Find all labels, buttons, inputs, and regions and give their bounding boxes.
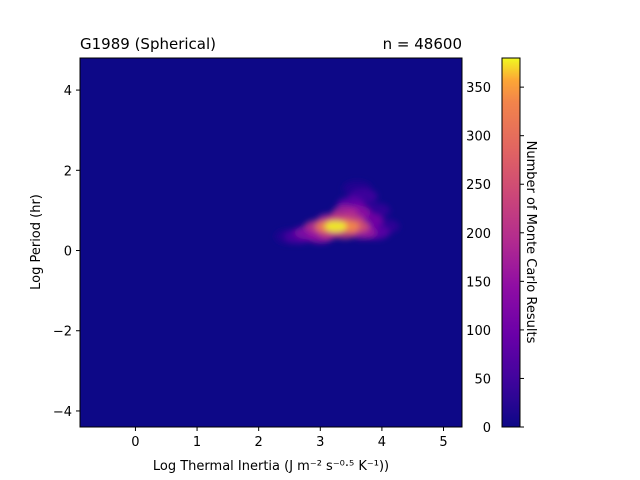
y-axis-ticks: −4 −2 0 2 4 [53, 84, 80, 420]
colorbar-tick-label: 100 [466, 324, 491, 339]
colorbar-tick-label: 0 [483, 421, 491, 436]
y-tick-label: 4 [64, 84, 72, 99]
colorbar-tick-label: 200 [466, 227, 491, 242]
y-tick-label: −2 [53, 325, 72, 340]
plot-frame [79, 57, 463, 428]
y-tick-label: 2 [64, 164, 72, 179]
x-tick-label: 3 [316, 435, 324, 450]
x-tick-label: 1 [193, 435, 201, 450]
chart-title-right: n = 48600 [383, 35, 462, 53]
x-tick-label: 2 [255, 435, 263, 450]
colorbar-label: Number of Monte Carlo Results [523, 141, 538, 344]
density-cell [324, 220, 347, 233]
y-tick-label: 0 [64, 245, 72, 260]
colorbar-tick-label: 50 [474, 372, 491, 387]
density-cells [274, 180, 400, 245]
x-tick-label: 4 [378, 435, 386, 450]
y-axis-label: Log Period (hr) [29, 194, 44, 290]
x-axis-ticks: 0 1 2 3 4 5 [131, 427, 448, 450]
colorbar-ticks: 0 50 100 150 200 250 300 350 [466, 81, 524, 436]
chart-title-left: G1989 (Spherical) [80, 35, 216, 53]
y-tick-label: −4 [53, 405, 72, 420]
colorbar-tick-label: 300 [466, 130, 491, 145]
colorbar-tick-label: 250 [466, 178, 491, 193]
colorbar-tick-label: 350 [466, 81, 491, 96]
plot-background [80, 58, 462, 427]
colorbar-tick-label: 150 [466, 275, 491, 290]
x-tick-label: 0 [131, 435, 139, 450]
x-axis-label: Log Thermal Inertia (J m⁻² s⁻⁰·⁵ K⁻¹)) [153, 459, 389, 474]
x-tick-label: 5 [439, 435, 447, 450]
colorbar [501, 57, 521, 428]
